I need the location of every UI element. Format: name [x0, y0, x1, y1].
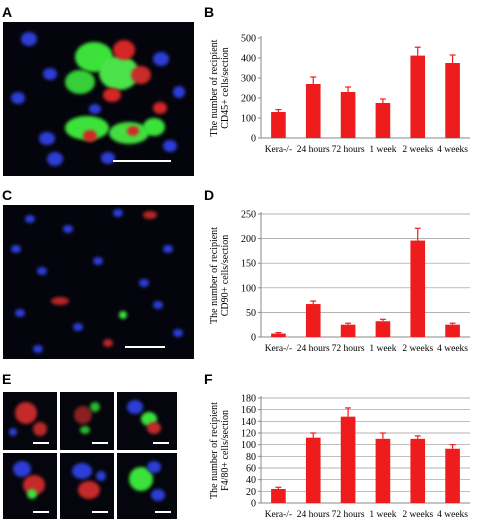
y-axis-label: F4/80+ cells/section	[220, 410, 231, 491]
x-tick-label: 2 weeks	[402, 344, 433, 354]
y-tick-label: 160	[241, 405, 256, 416]
x-tick-label: Kera-/-	[265, 145, 292, 155]
y-tick-label: 0	[251, 333, 256, 344]
micrograph-e5	[60, 453, 114, 519]
x-tick-label: 72 hours	[332, 510, 365, 520]
y-tick-label: 0	[251, 499, 256, 510]
x-tick-label: Kera-/-	[265, 344, 292, 354]
y-tick-label: 300	[241, 74, 256, 85]
micrograph-a	[3, 22, 194, 176]
y-axis-label: The number of recipient	[209, 227, 220, 324]
bar	[410, 55, 426, 138]
panel-label-d: D	[204, 187, 215, 203]
bar	[445, 63, 460, 138]
y-tick-label: 100	[241, 114, 256, 125]
scale-bar	[113, 160, 171, 162]
panel-label-f: F	[204, 371, 213, 387]
x-tick-label: 24 hours	[297, 510, 330, 520]
y-tick-label: 50	[246, 308, 256, 319]
bar	[410, 240, 426, 337]
bar	[340, 324, 356, 337]
y-tick-label: 150	[241, 259, 256, 270]
y-axis-label: The number of recipient	[209, 39, 220, 136]
x-tick-label: 4 weeks	[437, 344, 468, 354]
x-tick-label: 24 hours	[297, 344, 330, 354]
y-tick-label: 40	[246, 475, 256, 486]
x-tick-label: 2 weeks	[402, 510, 433, 520]
bar	[271, 112, 286, 138]
scale-bar	[92, 442, 108, 444]
scale-bar	[33, 442, 49, 444]
y-tick-label: 250	[241, 210, 256, 221]
x-tick-label: 2 weeks	[402, 145, 433, 155]
y-tick-label: 0	[251, 134, 256, 145]
y-tick-label: 100	[241, 283, 256, 294]
x-tick-label: 1 week	[369, 145, 396, 155]
y-tick-label: 120	[241, 429, 256, 440]
bar	[445, 324, 460, 337]
bar	[271, 333, 286, 337]
x-tick-label: 72 hours	[332, 145, 365, 155]
y-tick-label: 200	[241, 94, 256, 105]
y-tick-label: 20	[246, 487, 256, 498]
panel-label-a: A	[2, 4, 13, 20]
x-tick-label: 24 hours	[297, 145, 330, 155]
y-tick-label: 100	[241, 440, 256, 451]
y-tick-label: 80	[246, 452, 256, 463]
x-tick-label: 72 hours	[332, 344, 365, 354]
panel-label-e: E	[2, 371, 12, 387]
y-tick-label: 60	[246, 464, 256, 475]
bar	[305, 437, 321, 503]
panel-label-c: C	[2, 187, 13, 203]
x-tick-label: Kera-/-	[265, 510, 292, 520]
micrograph-e3	[117, 392, 177, 450]
bar	[340, 416, 356, 503]
bar	[445, 448, 460, 503]
y-tick-label: 200	[241, 234, 256, 245]
bar	[375, 321, 391, 337]
x-tick-label: 4 weeks	[437, 145, 468, 155]
scale-bar	[155, 511, 171, 513]
micrograph-e6	[117, 453, 177, 519]
y-tick-label: 140	[241, 417, 256, 428]
bar	[375, 438, 391, 503]
micrograph-e4	[3, 453, 57, 519]
micrograph-e1	[3, 392, 57, 450]
panel-label-b: B	[204, 4, 215, 20]
bar	[410, 438, 426, 503]
bar	[271, 489, 286, 503]
scale-bar	[92, 511, 108, 513]
bar	[340, 92, 356, 138]
bar	[375, 103, 391, 138]
y-tick-label: 180	[241, 394, 256, 405]
micrograph-e2	[60, 392, 114, 450]
x-tick-label: 1 week	[369, 344, 396, 354]
y-tick-label: 400	[241, 54, 256, 65]
y-axis-label: The number of recipient	[209, 402, 220, 499]
bar	[305, 84, 321, 138]
y-tick-label: 500	[241, 34, 256, 45]
x-tick-label: 4 weeks	[437, 510, 468, 520]
y-axis-label: CD90+ cells/section	[220, 235, 231, 316]
scale-bar	[153, 442, 169, 444]
scale-bar	[125, 346, 165, 348]
y-axis-label: CD45+ cells/section	[220, 47, 231, 128]
scale-bar	[33, 511, 49, 513]
bar	[305, 304, 321, 337]
micrograph-c	[3, 205, 194, 359]
x-tick-label: 1 week	[369, 510, 396, 520]
